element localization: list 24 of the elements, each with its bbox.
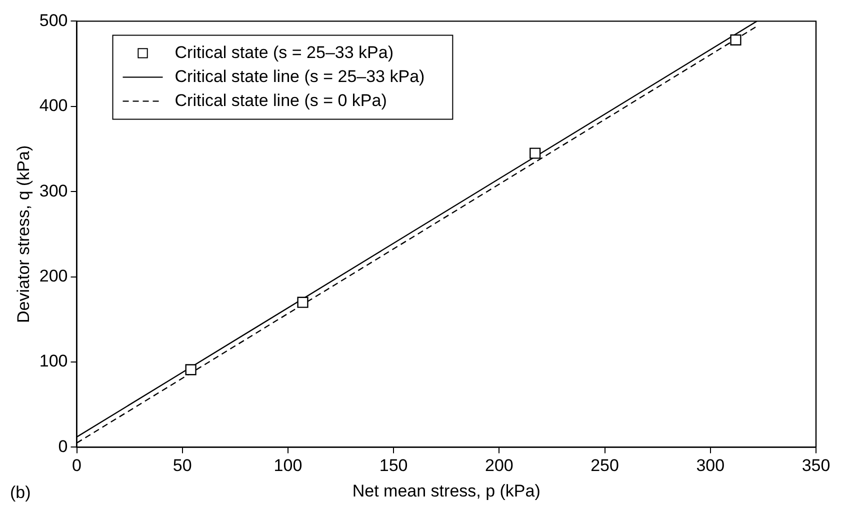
y-axis-title: Deviator stress, q (kPa) [14, 145, 33, 324]
x-tick-label: 150 [379, 456, 408, 476]
y-tick-label: 0 [58, 436, 68, 456]
x-tick-label: 0 [72, 456, 82, 476]
y-tick-label: 300 [39, 181, 68, 200]
legend-label: Critical state line (s = 25–33 kPa) [174, 66, 425, 86]
y-tick-label: 100 [39, 352, 68, 371]
x-axis-title: Net mean stress, p (kPa) [352, 481, 540, 500]
y-tick-label: 200 [39, 266, 68, 286]
x-tick-label: 100 [274, 456, 302, 476]
y-tick-label: 500 [39, 10, 68, 30]
legend-label: Critical state line (s = 0 kPa) [174, 90, 387, 110]
point [297, 296, 308, 308]
text: (b) [10, 483, 31, 502]
x-tick-label: 250 [590, 456, 619, 476]
legend-label: Critical state (s = 25–33 kPa) [174, 42, 394, 62]
point [530, 148, 541, 159]
x-tick-label: 200 [484, 456, 514, 476]
x-tick-label: 350 [802, 456, 830, 476]
x-tick-label: 50 [172, 456, 192, 476]
point [185, 364, 196, 376]
y-tick-label: 400 [39, 96, 68, 116]
point [730, 34, 742, 46]
x-tick-label: 300 [696, 456, 725, 476]
